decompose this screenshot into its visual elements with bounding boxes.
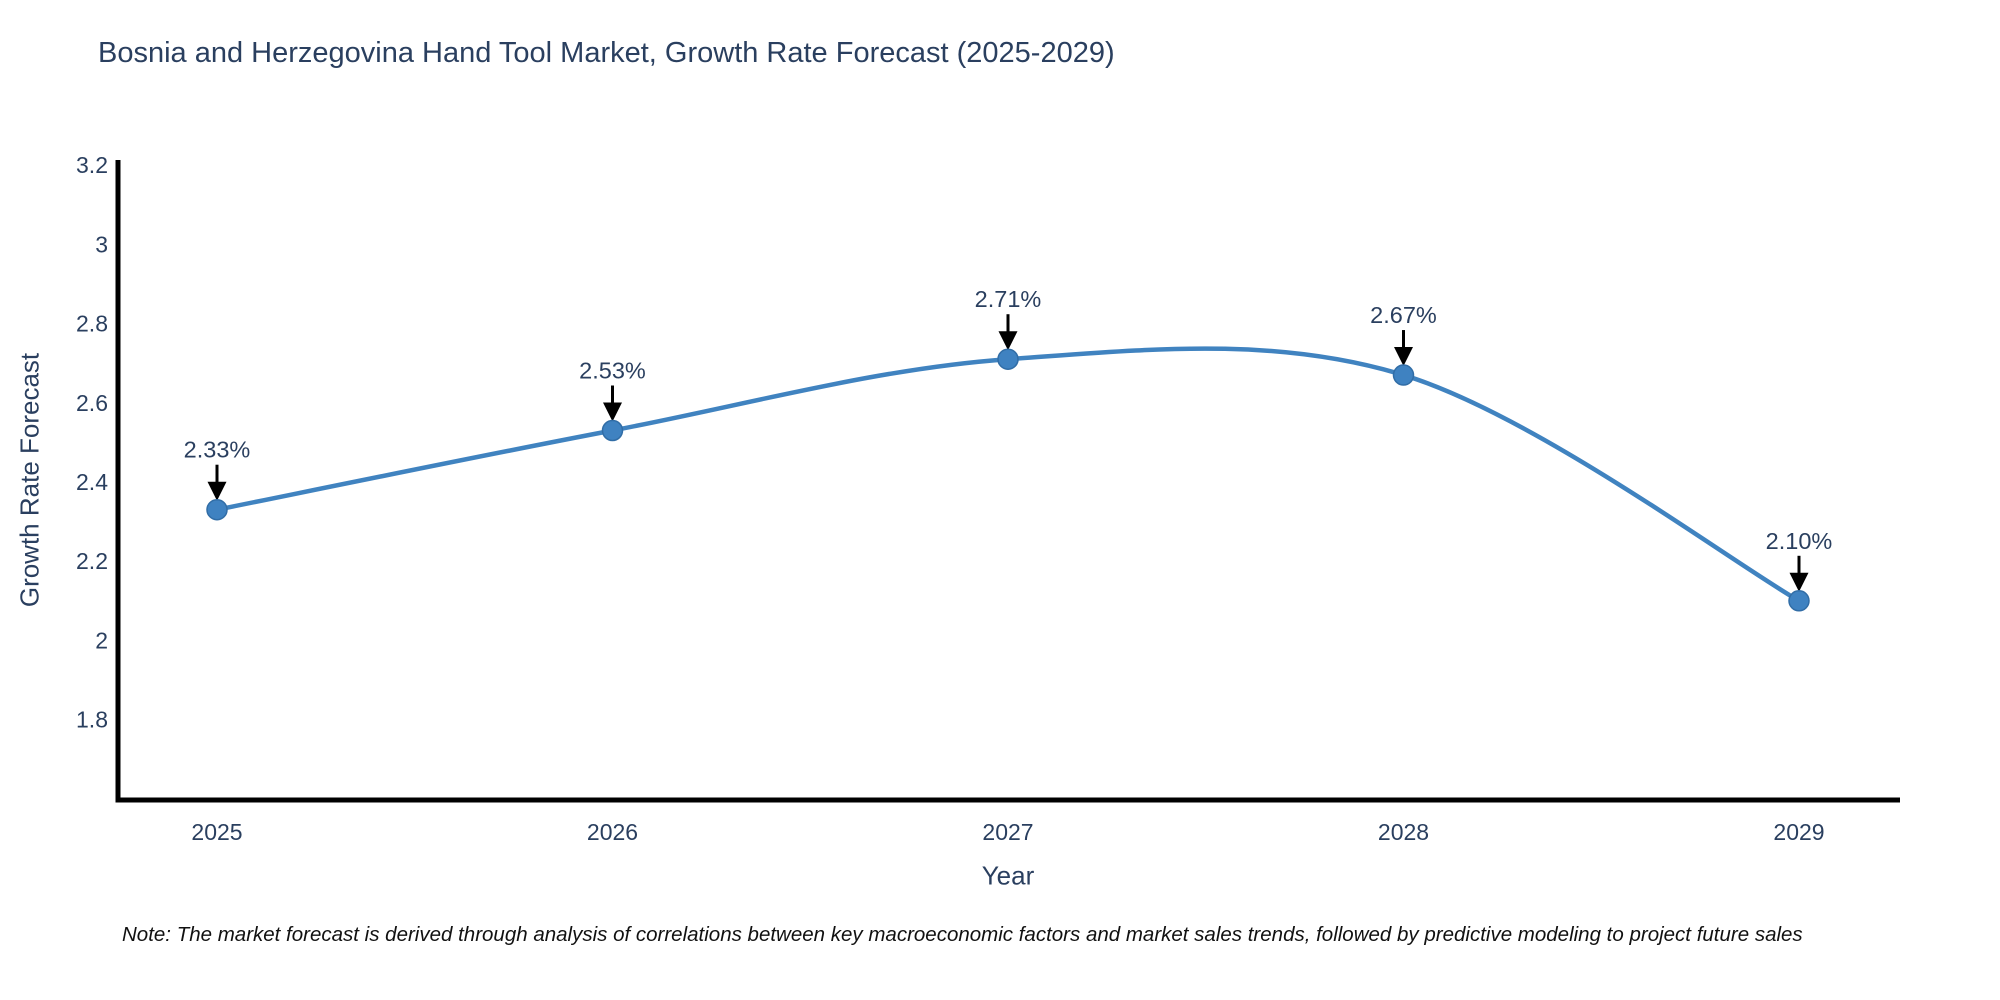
x-axis-title: Year	[981, 860, 1035, 891]
annotation-label: 2.67%	[1370, 302, 1437, 328]
y-axis-title-label: Growth Rate Forecast	[14, 352, 45, 608]
y-tick-label: 2.4	[76, 469, 108, 495]
x-tick-label: 2027	[982, 819, 1033, 845]
annotation-arrowhead	[998, 331, 1018, 351]
x-tick-label: 2029	[1773, 819, 1824, 845]
data-point[interactable]	[997, 348, 1019, 370]
footnote: Note: The market forecast is derived thr…	[122, 923, 1803, 946]
y-tick-label: 2.2	[76, 548, 108, 574]
data-point[interactable]	[1788, 590, 1810, 612]
data-point[interactable]	[601, 419, 624, 442]
data-point[interactable]	[1392, 364, 1415, 386]
x-tick-label: 2028	[1378, 819, 1429, 845]
series-line	[214, 346, 1802, 604]
annotation-arrowhead	[1394, 347, 1413, 367]
annotation-arrowhead	[207, 481, 227, 501]
x-tick-label: 2025	[191, 819, 242, 845]
y-tick-label: 3	[95, 231, 108, 257]
data-point[interactable]	[206, 498, 228, 521]
y-tick-label: 2.8	[76, 311, 108, 337]
annotation-label: 2.33%	[184, 437, 251, 463]
annotation-label: 2.53%	[579, 357, 646, 383]
x-tick-label: 2026	[587, 819, 638, 845]
annotation-label: 2.10%	[1766, 528, 1833, 554]
y-tick-label: 1.8	[76, 707, 108, 733]
chart-title: Bosnia and Herzegovina Hand Tool Market,…	[98, 37, 1115, 69]
annotation-arrowhead	[1789, 572, 1809, 592]
y-tick-label: 2	[95, 627, 108, 653]
y-tick-label: 3.2	[76, 152, 108, 178]
annotation-arrowhead	[603, 402, 622, 422]
y-tick-label: 2.6	[76, 390, 108, 416]
annotation-label: 2.71%	[975, 286, 1042, 312]
